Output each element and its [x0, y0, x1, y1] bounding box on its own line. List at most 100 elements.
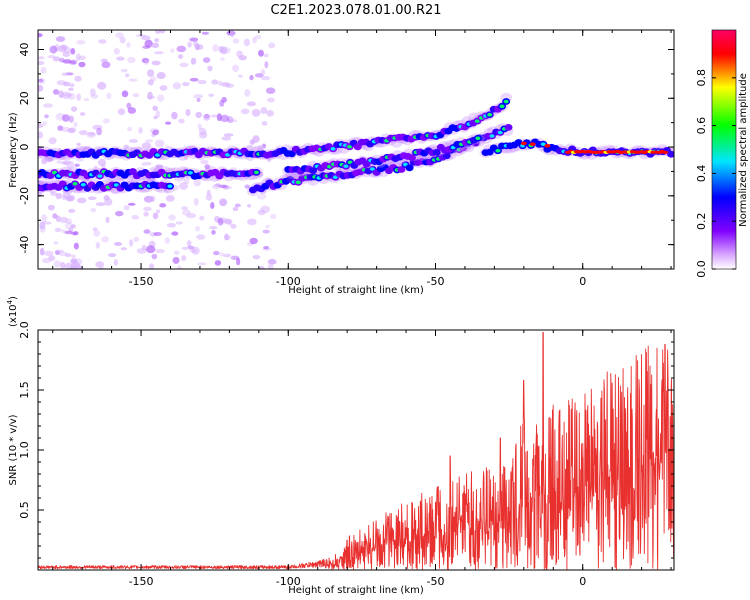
noise-mark: [156, 209, 161, 214]
noise-mark: [181, 82, 190, 87]
noise-mark: [65, 218, 73, 225]
noise-mark: [266, 109, 274, 117]
noise-mark: [265, 87, 276, 94]
track-core: [347, 144, 353, 149]
noise-mark: [113, 259, 119, 266]
noise-mark: [218, 45, 224, 53]
noise-mark: [146, 69, 155, 77]
noise-mark: [113, 47, 120, 55]
noise-mark: [151, 42, 160, 49]
snr-x-tick-label: 0: [579, 575, 586, 588]
snr-y-tick-label: 2.0: [18, 321, 31, 339]
spectrogram-y-tick-label: 40: [18, 43, 31, 57]
noise-mark: [154, 139, 165, 148]
noise-mark: [176, 45, 187, 53]
noise-mark: [190, 57, 197, 65]
track-mark: [287, 150, 296, 158]
noise-mark: [78, 129, 88, 136]
noise-mark: [200, 159, 209, 165]
noise-mark: [75, 53, 81, 62]
track-core: [72, 181, 78, 186]
noise-mark: [198, 127, 207, 136]
noise-mark: [48, 137, 57, 145]
noise-mark: [101, 61, 111, 69]
noise-mark: [219, 252, 224, 257]
noise-mark: [151, 60, 161, 66]
noise-mark: [92, 124, 103, 130]
noise-mark: [256, 193, 267, 200]
noise-mark: [197, 79, 207, 85]
noise-mark: [236, 50, 243, 58]
snr-x-tick-label: -100: [276, 575, 301, 588]
noise-mark: [252, 36, 257, 44]
noise-mark: [38, 191, 43, 197]
noise-mark: [50, 191, 58, 197]
track-mark: [407, 154, 416, 161]
track-mark: [442, 152, 451, 160]
noise-mark: [260, 69, 266, 76]
noise-mark: [171, 231, 179, 236]
noise-mark: [224, 234, 231, 241]
track-core: [497, 130, 503, 135]
noise-mark: [214, 260, 222, 266]
noise-mark: [62, 114, 70, 122]
track-core: [343, 164, 349, 169]
spectrogram-y-tick-label: 0: [18, 144, 31, 151]
noise-mark: [227, 119, 238, 123]
noise-mark: [70, 106, 78, 112]
track-core: [495, 148, 501, 153]
noise-mark: [90, 93, 99, 99]
bright-band-mark: [662, 150, 669, 154]
noise-mark: [232, 38, 240, 44]
noise-mark: [138, 127, 143, 134]
colorbar-tick-label: 0.8: [695, 69, 708, 87]
noise-mark: [220, 57, 225, 61]
noise-mark: [263, 245, 270, 250]
track-core: [499, 104, 505, 109]
noise-mark: [66, 160, 75, 169]
track-core: [487, 112, 493, 117]
colorbar-tick-label: 0.2: [695, 212, 708, 230]
noise-mark: [262, 229, 270, 234]
noise-mark: [67, 87, 74, 91]
noise-mark: [70, 224, 76, 229]
noise-mark: [153, 232, 162, 236]
noise-mark: [168, 214, 176, 221]
noise-mark: [219, 100, 225, 107]
noise-mark: [62, 161, 67, 165]
bright-spot: [520, 141, 527, 146]
noise-mark: [226, 116, 234, 124]
noise-mark: [246, 144, 254, 149]
noise-mark: [266, 97, 275, 103]
track-mark: [405, 164, 414, 172]
noise-mark: [68, 208, 76, 214]
track-core: [540, 142, 546, 146]
spectrogram-x-tick-label: 0: [579, 275, 586, 288]
noise-mark: [260, 76, 271, 81]
noise-mark: [55, 192, 63, 200]
noise-mark: [123, 144, 129, 150]
noise-mark: [102, 118, 110, 124]
colorbar: 0.0 0.2 0.4 0.6 0.8 Normalized spectral ampl…: [695, 29, 749, 278]
noise-mark: [173, 250, 180, 255]
noise-mark: [41, 214, 48, 223]
noise-mark: [38, 56, 45, 60]
noise-mark: [120, 68, 128, 73]
snr-series-line: [38, 331, 674, 570]
noise-mark: [201, 31, 210, 35]
track-core: [167, 184, 173, 188]
spectrogram-y-tick-label: -20: [18, 187, 31, 205]
track-core: [489, 134, 495, 138]
noise-mark: [222, 47, 231, 54]
noise-mark: [93, 230, 101, 237]
noise-mark: [261, 121, 268, 126]
track-core: [80, 182, 86, 187]
noise-mark: [143, 206, 152, 212]
noise-mark: [76, 142, 81, 146]
noise-mark: [127, 202, 136, 206]
noise-mark: [224, 186, 233, 190]
noise-mark: [64, 253, 72, 258]
noise-mark: [165, 121, 172, 125]
noise-mark: [264, 61, 269, 69]
noise-mark: [179, 182, 188, 190]
